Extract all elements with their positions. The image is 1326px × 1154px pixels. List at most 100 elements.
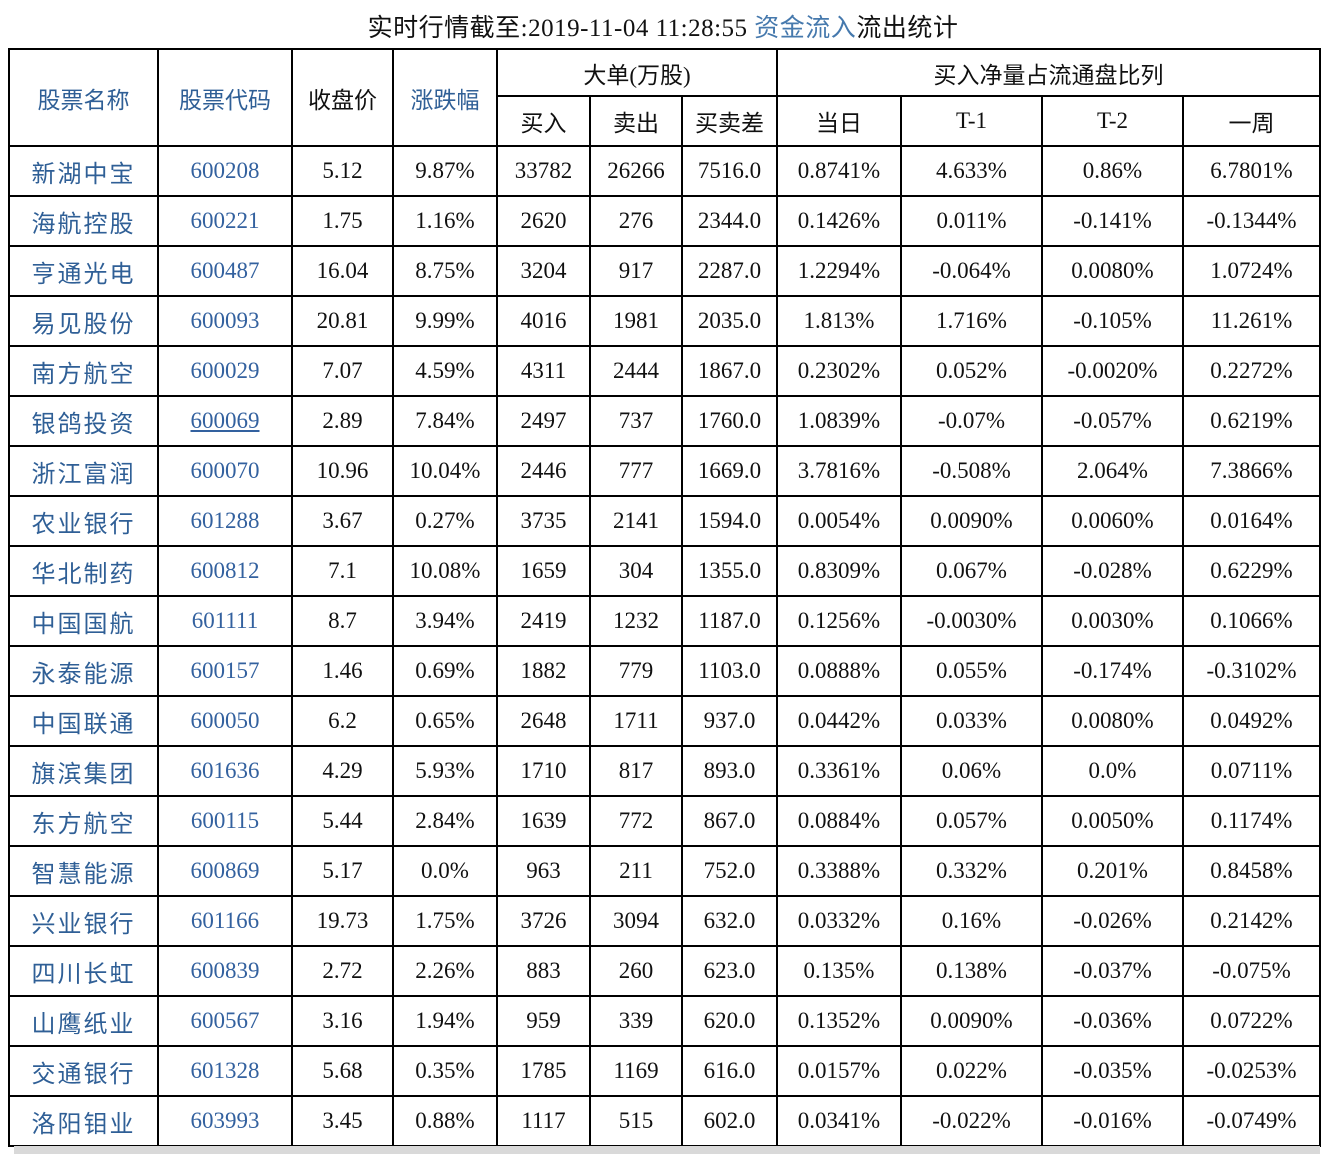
t1-pct-cell: 0.138% — [900, 945, 1044, 997]
stock-flow-table: 股票名称 股票代码 收盘价 涨跌幅 大单(万股) 买入净量占流通盘比列 买入 卖… — [8, 48, 1322, 1147]
sell-cell: 772 — [589, 795, 683, 847]
t1-pct-cell: -0.064% — [900, 245, 1044, 297]
buy-cell: 4311 — [496, 345, 591, 397]
header-t-minus-2: T-2 — [1041, 95, 1185, 147]
week-pct-cell: 0.1066% — [1182, 595, 1322, 647]
funds-inflow-link[interactable]: 资金流入 — [754, 15, 857, 42]
buy-cell: 3726 — [496, 895, 591, 947]
buy-sell-diff-cell: 937.0 — [680, 695, 779, 747]
sell-cell: 1711 — [589, 695, 683, 747]
bottom-shadow-bar — [14, 1146, 1320, 1154]
today-pct-cell: 3.7816% — [776, 445, 903, 497]
header-one-week: 一周 — [1182, 95, 1322, 147]
buy-cell: 1117 — [496, 1095, 591, 1147]
week-pct-cell: 11.261% — [1182, 295, 1322, 347]
t1-pct-cell: -0.508% — [900, 445, 1044, 497]
t2-pct-cell: -0.016% — [1041, 1095, 1185, 1147]
close-price-cell: 20.81 — [291, 295, 394, 347]
buy-cell: 2620 — [496, 195, 591, 247]
week-pct-cell: 0.0711% — [1182, 745, 1322, 797]
close-price-cell: 5.44 — [291, 795, 394, 847]
stock-code-link[interactable]: 601288 — [157, 495, 293, 547]
t2-pct-cell: -0.026% — [1041, 895, 1185, 947]
stock-code-link[interactable]: 600221 — [157, 195, 293, 247]
today-pct-cell: 0.0157% — [776, 1045, 903, 1097]
table-row: 浙江富润 600070 10.96 10.04% 2446 777 1669.0 3.7816… — [8, 445, 1322, 497]
close-price-cell: 3.16 — [291, 995, 394, 1047]
stock-code-link[interactable]: 600070 — [157, 445, 293, 497]
change-pct-cell: 2.84% — [392, 795, 498, 847]
buy-sell-diff-cell: 867.0 — [680, 795, 779, 847]
change-pct-cell: 10.04% — [392, 445, 498, 497]
buy-cell: 1710 — [496, 745, 591, 797]
t1-pct-cell: 0.16% — [900, 895, 1044, 947]
stock-name-cell: 银鸽投资 — [8, 395, 159, 447]
t1-pct-cell: 0.06% — [900, 745, 1044, 797]
sell-cell: 276 — [589, 195, 683, 247]
table-row: 东方航空 600115 5.44 2.84% 1639 772 867.0 0.0884% 0.… — [8, 795, 1322, 847]
change-pct-cell: 1.16% — [392, 195, 498, 247]
header-buy: 买入 — [496, 95, 591, 147]
sell-cell: 339 — [589, 995, 683, 1047]
t2-pct-cell: -0.105% — [1041, 295, 1185, 347]
close-price-cell: 8.7 — [291, 595, 394, 647]
stock-code-link[interactable]: 600812 — [157, 545, 293, 597]
stock-code-link[interactable]: 600869 — [157, 845, 293, 897]
today-pct-cell: 0.3388% — [776, 845, 903, 897]
change-pct-cell: 0.0% — [392, 845, 498, 897]
t1-pct-cell: 0.0090% — [900, 495, 1044, 547]
change-pct-cell: 10.08% — [392, 545, 498, 597]
today-pct-cell: 0.2302% — [776, 345, 903, 397]
buy-sell-diff-cell: 7516.0 — [680, 145, 779, 197]
title-suffix: 流出统计 — [856, 15, 959, 42]
stock-code-link[interactable]: 603993 — [157, 1095, 293, 1147]
close-price-cell: 19.73 — [291, 895, 394, 947]
stock-code-link[interactable]: 600487 — [157, 245, 293, 297]
stock-code-link[interactable]: 600115 — [157, 795, 293, 847]
buy-cell: 3204 — [496, 245, 591, 297]
table-row: 亨通光电 600487 16.04 8.75% 3204 917 2287.0 1.2294%… — [8, 245, 1322, 297]
stock-name-cell: 海航控股 — [8, 195, 159, 247]
today-pct-cell: 0.0888% — [776, 645, 903, 697]
today-pct-cell: 0.0054% — [776, 495, 903, 547]
close-price-cell: 5.68 — [291, 1045, 394, 1097]
buy-sell-diff-cell: 2035.0 — [680, 295, 779, 347]
buy-cell: 1659 — [496, 545, 591, 597]
buy-cell: 1785 — [496, 1045, 591, 1097]
stock-code-link[interactable]: 600050 — [157, 695, 293, 747]
close-price-cell: 7.07 — [291, 345, 394, 397]
stock-code-link[interactable]: 600839 — [157, 945, 293, 997]
stock-code-link[interactable]: 600093 — [157, 295, 293, 347]
buy-cell: 33782 — [496, 145, 591, 197]
header-t-minus-1: T-1 — [900, 95, 1044, 147]
stock-name-cell: 农业银行 — [8, 495, 159, 547]
t2-pct-cell: 0.0080% — [1041, 245, 1185, 297]
header-buy-sell-diff: 买卖差 — [680, 95, 779, 147]
table-row: 交通银行 601328 5.68 0.35% 1785 1169 616.0 0.0157% 0… — [8, 1045, 1322, 1097]
stock-name-cell: 中国联通 — [8, 695, 159, 747]
t1-pct-cell: -0.0030% — [900, 595, 1044, 647]
stock-code-link[interactable]: 601166 — [157, 895, 293, 947]
change-pct-cell: 8.75% — [392, 245, 498, 297]
today-pct-cell: 0.0442% — [776, 695, 903, 747]
sell-cell: 1232 — [589, 595, 683, 647]
stock-code-link[interactable]: 600069 — [157, 395, 293, 447]
stock-code-link[interactable]: 601636 — [157, 745, 293, 797]
stock-code-link[interactable]: 601328 — [157, 1045, 293, 1097]
stock-code-link[interactable]: 600157 — [157, 645, 293, 697]
page-title: 实时行情截至:2019-11-04 11:28:55 资金流入流出统计 — [0, 8, 1326, 44]
t2-pct-cell: -0.036% — [1041, 995, 1185, 1047]
close-price-cell: 3.45 — [291, 1095, 394, 1147]
sell-cell: 3094 — [589, 895, 683, 947]
buy-cell: 3735 — [496, 495, 591, 547]
today-pct-cell: 1.2294% — [776, 245, 903, 297]
table-row: 海航控股 600221 1.75 1.16% 2620 276 2344.0 0.1426% 0… — [8, 195, 1322, 247]
table-row: 永泰能源 600157 1.46 0.69% 1882 779 1103.0 0.0888% 0… — [8, 645, 1322, 697]
table-row: 山鹰纸业 600567 3.16 1.94% 959 339 620.0 0.1352% 0.0… — [8, 995, 1322, 1047]
close-price-cell: 1.75 — [291, 195, 394, 247]
stock-code-link[interactable]: 600567 — [157, 995, 293, 1047]
stock-code-link[interactable]: 600029 — [157, 345, 293, 397]
stock-code-link[interactable]: 601111 — [157, 595, 293, 647]
week-pct-cell: 7.3866% — [1182, 445, 1322, 497]
stock-code-link[interactable]: 600208 — [157, 145, 293, 197]
